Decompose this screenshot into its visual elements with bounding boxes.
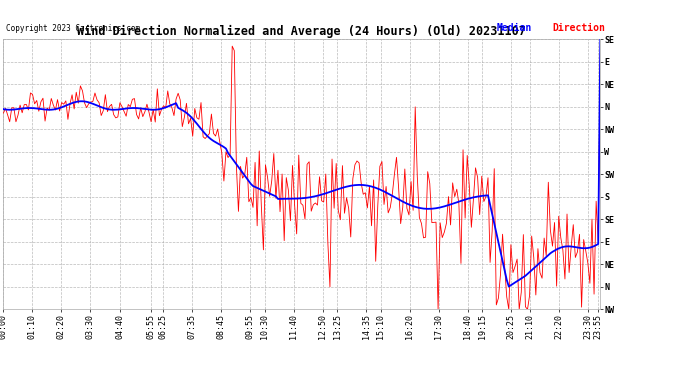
Text: Direction: Direction xyxy=(552,23,605,33)
Text: Copyright 2023 Cartronics.com: Copyright 2023 Cartronics.com xyxy=(6,24,139,33)
Title: Wind Direction Normalized and Average (24 Hours) (Old) 20231107: Wind Direction Normalized and Average (2… xyxy=(77,25,526,38)
Text: Median: Median xyxy=(497,23,532,33)
